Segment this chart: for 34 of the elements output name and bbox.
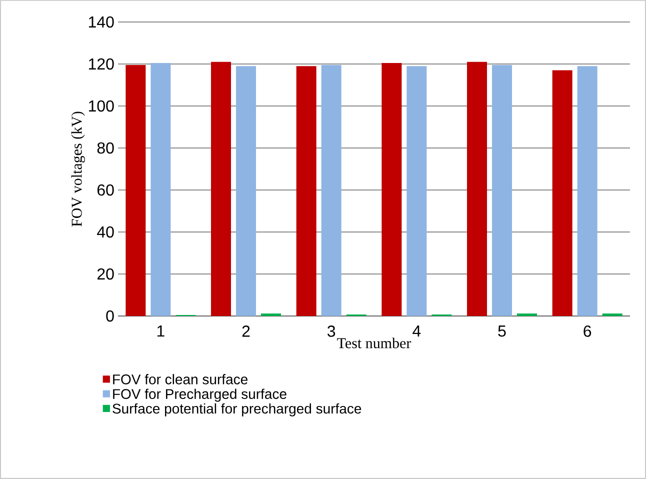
y-tick-label: 80 xyxy=(97,142,114,154)
legend-label: FOV for clean surface xyxy=(113,374,248,384)
bar xyxy=(492,65,512,316)
y-axis-title: FOV voltages (kV) xyxy=(71,112,85,226)
x-tick-label: 6 xyxy=(584,326,592,337)
bar xyxy=(211,62,232,316)
x-tick-label: 3 xyxy=(327,326,336,337)
bar xyxy=(150,62,171,316)
bar xyxy=(321,65,342,316)
x-axis-title: Test number xyxy=(337,338,412,348)
y-tick-label: 40 xyxy=(97,226,114,238)
bar xyxy=(406,66,427,316)
bar xyxy=(552,70,572,316)
y-tick-label: 100 xyxy=(89,100,114,112)
bar xyxy=(261,313,282,316)
legend-label: FOV for Precharged surface xyxy=(113,388,286,402)
y-tick-label: 60 xyxy=(97,184,114,196)
bar xyxy=(577,66,598,316)
bar xyxy=(467,62,487,316)
bar xyxy=(236,66,256,316)
bar xyxy=(296,66,316,316)
bar xyxy=(126,65,146,316)
y-tick-label: 120 xyxy=(89,58,114,70)
y-tick-label: 140 xyxy=(89,16,114,28)
bar xyxy=(602,313,622,316)
x-tick-label: 4 xyxy=(412,326,421,337)
bar xyxy=(382,62,402,316)
x-tick-label: 5 xyxy=(498,326,506,337)
x-tick-label: 2 xyxy=(242,326,250,337)
x-tick-label: 1 xyxy=(157,326,164,337)
legend-label: Surface potential for precharged surface xyxy=(112,403,362,416)
y-tick-label: 20 xyxy=(97,268,114,280)
y-tick-label: 0 xyxy=(106,310,114,322)
bar xyxy=(517,313,537,316)
